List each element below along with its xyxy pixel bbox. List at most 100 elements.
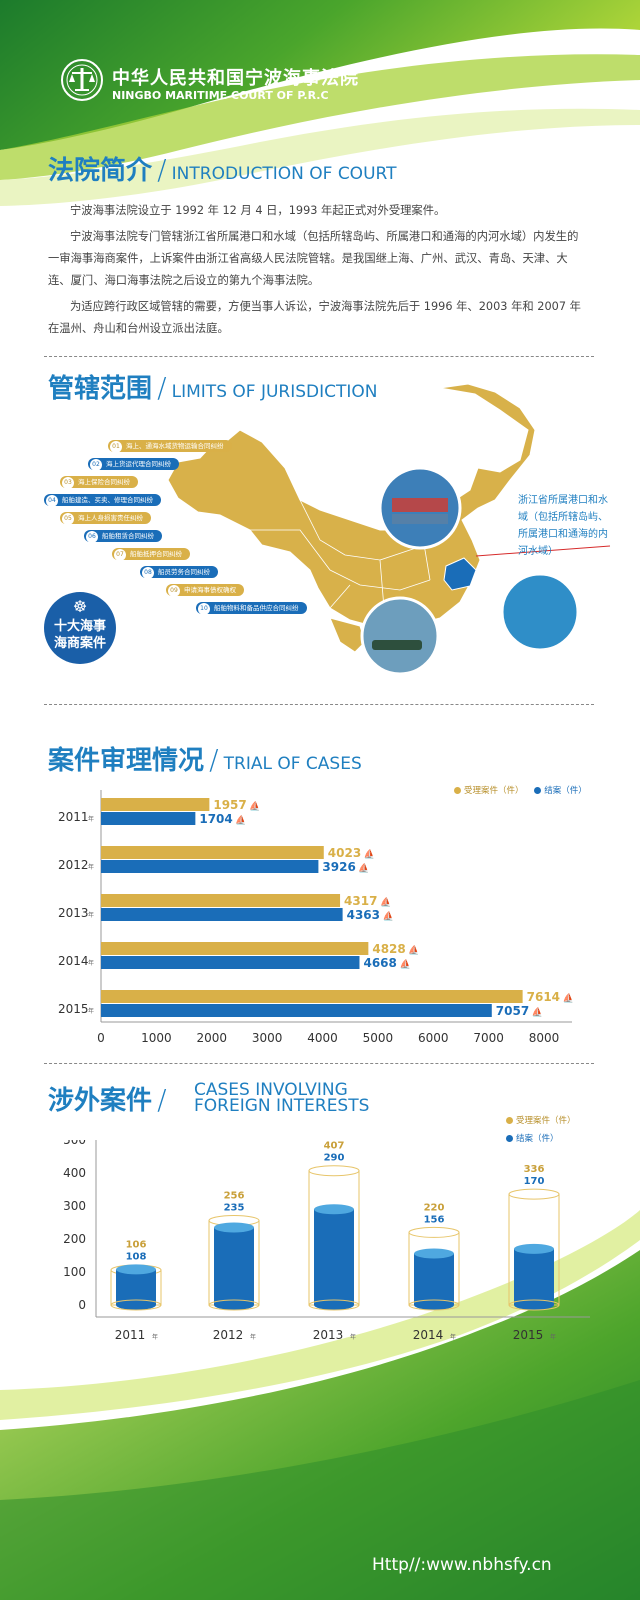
ship-icon: ⛵ — [235, 814, 246, 826]
closed-cylinder-top — [314, 1204, 354, 1215]
data-label: 7057 — [496, 1004, 529, 1018]
y-tick-label: 200 — [63, 1232, 86, 1246]
legend-accepted: 受理案件（件） — [464, 786, 524, 796]
intro-title-cn: 法院简介 — [48, 156, 153, 186]
data-label: 336 — [524, 1164, 545, 1175]
data-label: 4828 — [372, 942, 405, 956]
bar — [101, 908, 343, 921]
bar — [101, 846, 324, 859]
accepted-cylinder-base — [208, 1299, 260, 1311]
ship-photo — [360, 596, 440, 676]
category-label: 2014 — [413, 1328, 444, 1342]
closed-cylinder — [116, 1269, 156, 1305]
title-slash: / — [157, 153, 167, 186]
data-label: 1957 — [213, 798, 246, 812]
closed-cylinder-top — [514, 1243, 554, 1254]
case-tag: 10 船舶物料和备品供应合同纠纷 — [196, 602, 307, 615]
case-tag-label: 海上、通海水域货物运输合同纠纷 — [126, 442, 224, 450]
category-label: 2014 — [58, 954, 89, 968]
legend-accepted: 受理案件（件） — [516, 1116, 576, 1126]
category-label: 2013 — [58, 906, 89, 920]
category-label: 2015 — [58, 1002, 89, 1016]
legend-closed: 结案（件） — [544, 786, 587, 796]
data-label: 106 — [126, 1239, 147, 1250]
foreign-title-cn: 涉外案件 — [48, 1086, 153, 1116]
closed-cylinder-bottom — [314, 1300, 354, 1310]
case-tag-number: 09 — [168, 585, 180, 597]
case-tag-label: 海上保险合同纠纷 — [78, 478, 130, 486]
accepted-cylinder-base — [110, 1299, 162, 1311]
jurisdiction-heading: 管辖范围 / LIMITS OF JURISDICTION — [48, 368, 378, 405]
bar — [101, 798, 210, 811]
trial-legend: 受理案件（件） 结案（件） — [454, 784, 587, 796]
case-tag: 08 船员劳务合同纠纷 — [140, 566, 218, 579]
case-tag-label: 船舶物料和备品供应合同纠纷 — [214, 604, 299, 612]
ship-icon: ⛵ — [383, 910, 394, 922]
category-suffix: 年 — [88, 863, 94, 871]
closed-cylinder-bottom — [514, 1300, 554, 1310]
title-slash: / — [157, 371, 167, 404]
china-map — [167, 383, 611, 676]
category-label: 2013 — [313, 1328, 344, 1342]
data-label: 256 — [224, 1191, 245, 1202]
ship-icon: ⛵ — [399, 958, 410, 970]
case-tag-number: 07 — [114, 549, 126, 561]
case-tag-number: 01 — [110, 441, 122, 453]
ship-icon: ⛵ — [358, 862, 369, 874]
legend-swatch-accepted — [506, 1117, 513, 1124]
court-name-en: NINGBO MARITIME COURT OF P.R.C — [112, 89, 329, 102]
case-tag: 05 海上人身损害责任纠纷 — [60, 512, 151, 525]
foreign-heading: 涉外案件 / — [48, 1080, 167, 1117]
x-tick-label: 6000 — [418, 1031, 449, 1045]
intro-title-en: INTRODUCTION OF COURT — [171, 164, 397, 184]
data-label: 4668 — [363, 956, 396, 970]
bar — [101, 812, 196, 825]
jurisdiction-title-cn: 管辖范围 — [48, 374, 153, 404]
accepted-cylinder-base — [408, 1299, 460, 1311]
case-tag-label: 海上人身损害责任纠纷 — [78, 514, 143, 522]
accepted-cylinder-base — [508, 1299, 560, 1311]
data-label: 3926 — [322, 860, 355, 874]
bar — [101, 942, 369, 955]
category-label: 2011 — [58, 810, 89, 824]
case-tag-label: 船舶租赁合同纠纷 — [102, 532, 154, 540]
data-label: 235 — [224, 1203, 245, 1214]
bar — [101, 990, 523, 1003]
legend-swatch-closed — [506, 1135, 513, 1142]
foreign-title-en-line-1: CASES INVOLVING — [194, 1080, 348, 1100]
category-suffix: 年 — [550, 1333, 556, 1341]
x-tick-label: 8000 — [529, 1031, 560, 1045]
category-suffix: 年 — [88, 1007, 94, 1015]
sea-photo — [500, 572, 580, 652]
case-tag-label: 申请海事债权确权 — [184, 586, 236, 594]
y-tick-label: 500 — [63, 1140, 86, 1147]
x-tick-label: 4000 — [307, 1031, 338, 1045]
bar — [101, 1004, 492, 1017]
x-tick-label: 5000 — [363, 1031, 394, 1045]
category-label: 2012 — [213, 1328, 244, 1342]
closed-cylinder-top — [214, 1222, 254, 1233]
intro-para-2: 宁波海事法院专门管辖浙江省所属港口和水域（包括所辖岛屿、所属港口和通海的内河水域… — [48, 230, 579, 287]
accepted-cylinder-top — [308, 1165, 360, 1177]
legend-swatch-accepted — [454, 787, 461, 794]
closed-cylinder-top — [116, 1264, 156, 1275]
category-suffix: 年 — [88, 815, 94, 823]
case-tag: 09 申请海事债权确权 — [166, 584, 244, 597]
case-tag-label: 船舶建造、买卖、修理合同纠纷 — [62, 496, 153, 504]
category-label: 2015 — [513, 1328, 544, 1342]
x-tick-label: 7000 — [473, 1031, 504, 1045]
foreign-legend: 受理案件（件） 结案（件） — [506, 1112, 576, 1148]
category-suffix: 年 — [250, 1333, 256, 1341]
intro-para-1: 宁波海事法院设立于 1992 年 12 月 4 日，1993 年起正式对外受理案… — [70, 204, 446, 217]
foreign-title-en-line-2: FOREIGN INTERESTS — [194, 1096, 370, 1116]
footer-url[interactable]: Http//:www.nbhsfy.cn — [372, 1555, 552, 1575]
case-tag: 06 船舶租赁合同纠纷 — [84, 530, 162, 543]
accepted-cylinder-base — [308, 1299, 360, 1311]
x-tick-label: 3000 — [252, 1031, 283, 1045]
data-label: 156 — [424, 1214, 445, 1225]
y-tick-label: 400 — [63, 1166, 86, 1180]
case-tag-label: 海上货运代理合同纠纷 — [106, 460, 171, 468]
